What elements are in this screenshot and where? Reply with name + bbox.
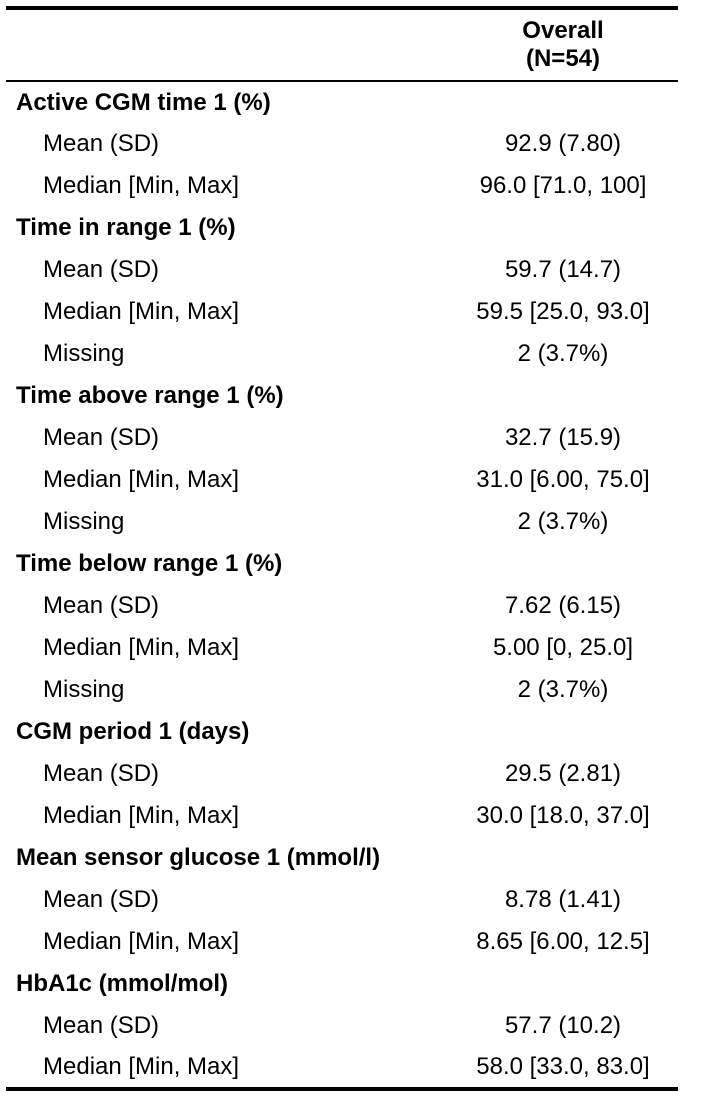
overall-value: 2 (3.7%) <box>517 508 609 535</box>
overall-value: 96.0 [71.0, 100] <box>479 172 647 199</box>
overall-value <box>448 375 678 417</box>
variable-name: Time below range 1 (%) <box>16 550 283 577</box>
statistic-label: Missing <box>43 676 125 703</box>
statistic-row: Mean (SD) 32.7 (15.9) <box>6 417 678 459</box>
variable-name: CGM period 1 (days) <box>16 718 250 745</box>
statistic-row: Median [Min, Max] 5.00 [0, 25.0] <box>6 627 678 669</box>
variable-name: HbA1c (mmol/mol) <box>16 970 229 997</box>
overall-value <box>448 81 678 123</box>
overall-value <box>448 543 678 585</box>
statistic-row: Median [Min, Max] 58.0 [33.0, 83.0] <box>6 1047 678 1089</box>
table-body: Active CGM time 1 (%) Mean (SD) 92.9 (7.80… <box>6 81 678 1089</box>
statistic-label: Mean (SD) <box>43 886 160 913</box>
statistic-row: Median [Min, Max] 30.0 [18.0, 37.0] <box>6 795 678 837</box>
statistic-row: Missing 2 (3.7%) <box>6 501 678 543</box>
overall-value: 59.7 (14.7) <box>504 256 622 283</box>
header-overall-cell: Overall (N=54) <box>448 8 678 81</box>
overall-value: 29.5 (2.81) <box>504 760 622 787</box>
overall-value <box>448 207 678 249</box>
overall-value: 2 (3.7%) <box>517 340 609 367</box>
statistic-row: Median [Min, Max] 96.0 [71.0, 100] <box>6 165 678 207</box>
variable-group-row: Time below range 1 (%) <box>6 543 678 585</box>
overall-value: 58.0 [33.0, 83.0] <box>476 1053 650 1080</box>
variable-group-row: Active CGM time 1 (%) <box>6 81 678 123</box>
statistic-row: Mean (SD) 7.62 (6.15) <box>6 585 678 627</box>
statistic-row: Median [Min, Max] 31.0 [6.00, 75.0] <box>6 459 678 501</box>
variable-group-row: Time in range 1 (%) <box>6 207 678 249</box>
statistic-label: Median [Min, Max] <box>43 634 240 661</box>
statistic-row: Mean (SD) 92.9 (7.80) <box>6 123 678 165</box>
statistic-label: Median [Min, Max] <box>43 172 240 199</box>
overall-value <box>448 711 678 753</box>
overall-value <box>448 837 678 879</box>
statistic-row: Median [Min, Max] 8.65 [6.00, 12.5] <box>6 921 678 963</box>
overall-value: 30.0 [18.0, 37.0] <box>476 802 650 829</box>
header-row: Overall (N=54) <box>6 8 678 81</box>
overall-value: 32.7 (15.9) <box>504 424 622 451</box>
summary-table: Overall (N=54) Active CGM time 1 (%) Mean… <box>6 6 678 1091</box>
variable-group-row: Time above range 1 (%) <box>6 375 678 417</box>
variable-name: Mean sensor glucose 1 (mmol/l) <box>16 844 381 871</box>
overall-value: 7.62 (6.15) <box>504 592 622 619</box>
overall-value: 8.65 [6.00, 12.5] <box>476 928 650 955</box>
statistic-row: Mean (SD) 57.7 (10.2) <box>6 1005 678 1047</box>
statistic-row: Missing 2 (3.7%) <box>6 333 678 375</box>
statistic-label: Mean (SD) <box>43 1012 160 1039</box>
statistic-label: Mean (SD) <box>43 760 160 787</box>
statistic-label: Missing <box>43 508 125 535</box>
statistic-label: Mean (SD) <box>43 256 160 283</box>
header-variable-cell <box>6 8 448 81</box>
summary-table-container: Overall (N=54) Active CGM time 1 (%) Mean… <box>6 6 678 1091</box>
overall-value <box>448 963 678 1005</box>
statistic-row: Missing 2 (3.7%) <box>6 669 678 711</box>
statistic-label: Median [Min, Max] <box>43 802 240 829</box>
statistic-label: Median [Min, Max] <box>43 928 240 955</box>
variable-group-row: Mean sensor glucose 1 (mmol/l) <box>6 837 678 879</box>
variable-name: Active CGM time 1 (%) <box>16 88 271 116</box>
variable-group-row: HbA1c (mmol/mol) <box>6 963 678 1005</box>
statistic-label: Median [Min, Max] <box>43 298 240 325</box>
overall-value: 59.5 [25.0, 93.0] <box>476 298 650 325</box>
statistic-row: Mean (SD) 29.5 (2.81) <box>6 753 678 795</box>
overall-value: 2 (3.7%) <box>517 676 609 703</box>
variable-group-row: CGM period 1 (days) <box>6 711 678 753</box>
statistic-label: Median [Min, Max] <box>43 1053 240 1080</box>
statistic-row: Mean (SD) 8.78 (1.41) <box>6 879 678 921</box>
statistic-row: Median [Min, Max] 59.5 [25.0, 93.0] <box>6 291 678 333</box>
statistic-label: Mean (SD) <box>43 592 160 619</box>
header-overall-label: Overall <box>522 17 604 44</box>
overall-value: 92.9 (7.80) <box>504 130 622 157</box>
header-overall-count: (N=54) <box>525 45 601 72</box>
statistic-label: Mean (SD) <box>43 130 160 157</box>
table-header: Overall (N=54) <box>6 8 678 81</box>
statistic-label: Mean (SD) <box>43 424 160 451</box>
statistic-label: Missing <box>43 340 125 367</box>
variable-name: Time above range 1 (%) <box>16 382 284 409</box>
overall-value: 5.00 [0, 25.0] <box>492 634 634 661</box>
statistic-label: Median [Min, Max] <box>43 466 240 493</box>
overall-value: 31.0 [6.00, 75.0] <box>476 466 650 493</box>
variable-name: Time in range 1 (%) <box>16 214 236 241</box>
overall-value: 57.7 (10.2) <box>504 1012 622 1039</box>
overall-value: 8.78 (1.41) <box>504 886 622 913</box>
statistic-row: Mean (SD) 59.7 (14.7) <box>6 249 678 291</box>
